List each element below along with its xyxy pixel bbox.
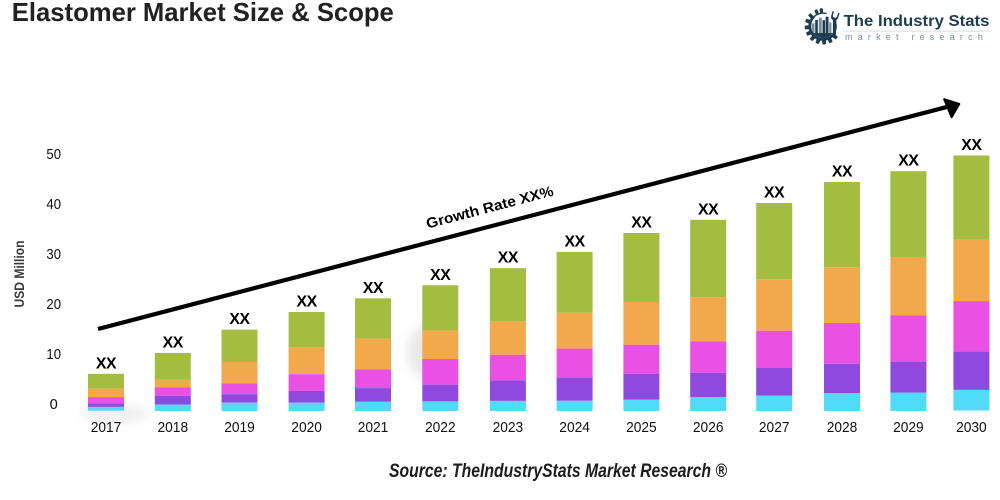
svg-text:2018: 2018: [158, 420, 189, 436]
svg-text:Source: TheIndustryStats Marke: Source: TheIndustryStats Market Research…: [389, 461, 727, 482]
svg-text:2019: 2019: [224, 420, 255, 436]
svg-text:XX: XX: [163, 334, 184, 351]
svg-text:2028: 2028: [827, 420, 858, 436]
svg-text:XX: XX: [96, 355, 117, 372]
svg-text:2017: 2017: [91, 420, 122, 436]
svg-text:XX: XX: [564, 233, 585, 250]
svg-text:50: 50: [46, 147, 61, 163]
svg-text:XX: XX: [898, 153, 919, 170]
svg-text:Elastomer Market Size & Scope: Elastomer Market Size & Scope: [12, 0, 394, 27]
svg-text:XX: XX: [832, 164, 853, 181]
svg-text:2021: 2021: [358, 420, 389, 436]
svg-text:XX: XX: [430, 267, 451, 284]
svg-text:XX: XX: [296, 294, 317, 311]
svg-text:2029: 2029: [893, 420, 924, 436]
svg-text:0: 0: [50, 397, 58, 413]
svg-text:30: 30: [46, 247, 61, 263]
svg-text:2030: 2030: [956, 420, 987, 436]
svg-text:XX: XX: [229, 311, 250, 328]
svg-text:market research: market research: [845, 32, 988, 42]
svg-text:2026: 2026: [693, 420, 724, 436]
svg-text:2022: 2022: [425, 420, 456, 436]
svg-text:2024: 2024: [559, 420, 590, 436]
svg-text:XX: XX: [631, 215, 652, 232]
svg-text:40: 40: [46, 197, 61, 213]
svg-text:The Industry Stats: The Industry Stats: [844, 13, 990, 30]
svg-text:10: 10: [46, 347, 61, 363]
svg-text:2020: 2020: [291, 420, 322, 436]
svg-text:XX: XX: [698, 201, 719, 218]
svg-text:20: 20: [46, 297, 61, 313]
svg-text:XX: XX: [498, 250, 519, 267]
svg-text:XX: XX: [363, 280, 384, 297]
svg-text:2023: 2023: [493, 420, 524, 436]
svg-text:XX: XX: [764, 185, 785, 202]
svg-text:XX: XX: [961, 137, 982, 154]
svg-text:USD Million: USD Million: [12, 241, 27, 308]
svg-text:2025: 2025: [626, 420, 657, 436]
svg-text:2027: 2027: [759, 420, 790, 436]
